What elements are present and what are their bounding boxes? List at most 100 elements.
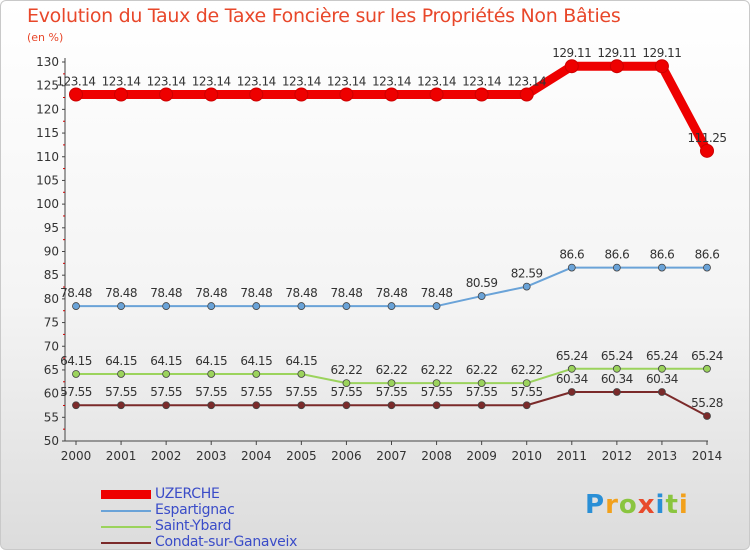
y-tick-label: 125 (36, 79, 59, 93)
y-tick-label: 90 (44, 245, 59, 259)
data-label: 65.24 (646, 349, 678, 363)
data-point (703, 364, 711, 373)
y-tick-label: 105 (36, 173, 59, 187)
data-label: 123.14 (462, 74, 501, 88)
x-tick-label: 2013 (647, 449, 678, 463)
x-tick-label: 2006 (331, 449, 362, 463)
data-label: 111.25 (688, 131, 727, 145)
data-label: 78.48 (330, 286, 362, 300)
data-label: 57.55 (105, 385, 137, 399)
data-label: 78.48 (60, 286, 92, 300)
data-point (162, 401, 171, 410)
unit-label: (en %) (27, 31, 64, 44)
data-label: 57.55 (60, 385, 92, 399)
data-point (294, 87, 309, 102)
data-label: 64.15 (105, 354, 137, 368)
data-label: 123.14 (192, 74, 231, 88)
data-point (342, 401, 351, 410)
y-tick-label: 50 (44, 434, 59, 448)
data-label: 123.14 (507, 74, 546, 88)
chart-title: Evolution du Taux de Taxe Foncière sur l… (27, 5, 621, 27)
data-label: 57.55 (511, 385, 543, 399)
data-label: 57.55 (195, 385, 227, 399)
data-point (609, 59, 624, 74)
data-point (429, 87, 444, 102)
data-label: 123.14 (282, 74, 321, 88)
data-label: 129.11 (552, 46, 591, 60)
data-label: 123.14 (327, 74, 366, 88)
data-label: 129.11 (597, 46, 636, 60)
data-point (432, 379, 441, 388)
data-label: 57.55 (466, 385, 498, 399)
data-label: 78.48 (285, 286, 317, 300)
data-label: 123.14 (372, 74, 411, 88)
data-point (114, 87, 129, 102)
data-point (207, 370, 216, 378)
data-label: 57.55 (150, 385, 182, 399)
data-point (252, 401, 261, 410)
x-tick-label: 2007 (376, 449, 407, 463)
x-tick-label: 2001 (106, 449, 137, 463)
data-label: 62.22 (421, 363, 453, 377)
x-tick-label: 2004 (241, 449, 272, 463)
data-point (342, 379, 351, 388)
data-label: 65.24 (556, 349, 588, 363)
data-point (72, 401, 80, 410)
data-point (522, 379, 531, 388)
y-tick-label: 70 (44, 339, 59, 353)
y-tick-label: 120 (36, 102, 59, 116)
data-label: 60.34 (601, 372, 633, 386)
data-point (69, 87, 83, 102)
x-tick-label: 2014 (692, 449, 723, 463)
data-point (658, 364, 666, 373)
data-point (297, 370, 306, 378)
data-point (204, 87, 219, 102)
logo-letter: P (585, 490, 606, 520)
y-tick-label: 130 (36, 55, 59, 69)
logo-letter: x (637, 490, 656, 520)
data-label: 123.14 (417, 74, 456, 88)
data-point (567, 388, 576, 396)
data-point (612, 388, 621, 396)
legend-label: Espartignac (155, 502, 235, 518)
data-point (207, 302, 216, 310)
data-label: 78.48 (195, 286, 227, 300)
data-point (162, 370, 171, 378)
y-tick-label: 115 (36, 126, 59, 140)
y-tick-label: 80 (44, 292, 59, 306)
data-label: 60.34 (556, 372, 588, 386)
data-point (117, 302, 125, 310)
data-point (703, 263, 711, 272)
data-label: 80.59 (466, 276, 498, 290)
data-label: 123.14 (57, 74, 96, 88)
y-tick-label: 55 (44, 410, 59, 424)
data-label: 60.34 (646, 372, 678, 386)
proxiti-logo: Proxiti (585, 490, 689, 520)
data-point (297, 302, 306, 310)
legend-swatch (101, 526, 151, 528)
logo-letter: i (678, 490, 689, 520)
y-tick-label: 65 (44, 363, 59, 377)
data-point (658, 388, 666, 396)
data-point (700, 143, 714, 158)
data-label: 86.6 (650, 248, 675, 262)
y-tick-label: 75 (44, 316, 59, 330)
x-tick-label: 2002 (151, 449, 182, 463)
data-label: 78.48 (105, 286, 137, 300)
logo-letter: r (605, 490, 619, 520)
data-point (477, 292, 486, 300)
x-tick-label: 2003 (196, 449, 227, 463)
x-tick-label: 2008 (421, 449, 452, 463)
legend-swatch (101, 510, 151, 512)
x-tick-label: 2005 (286, 449, 317, 463)
data-point (159, 87, 174, 102)
data-point (384, 87, 399, 102)
data-point (117, 401, 125, 410)
data-point (432, 302, 441, 310)
legend-label: UZERCHE (155, 486, 220, 502)
logo-letter: o (618, 490, 638, 520)
data-label: 123.14 (102, 74, 141, 88)
data-label: 129.11 (642, 46, 681, 60)
